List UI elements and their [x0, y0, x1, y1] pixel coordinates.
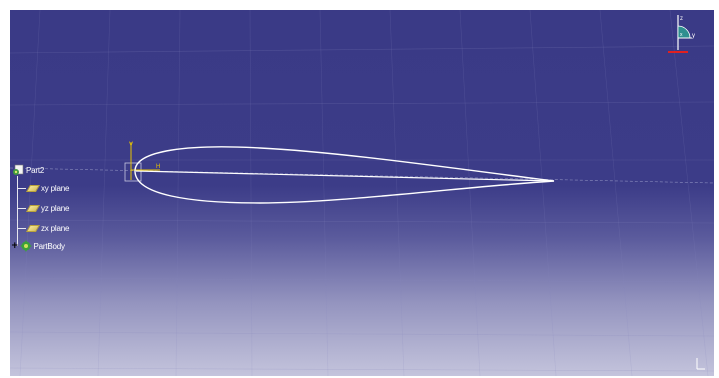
tree-connector-1 [17, 188, 26, 189]
tree-item-label: zx plane [41, 223, 70, 233]
tree-item-xy-plane[interactable]: xy plane [25, 181, 70, 195]
chord-line[interactable] [135, 170, 555, 182]
plane-icon [25, 204, 41, 212]
tree-item-zx-plane[interactable]: zx plane [25, 221, 70, 235]
compass-icon[interactable]: z x y [664, 12, 696, 58]
compass-z-label: z [680, 16, 683, 22]
sketch-h-label: H [156, 164, 160, 170]
tree-item-partbody[interactable]: + PartBody [11, 239, 65, 253]
tree-root-part[interactable]: Part2 [12, 163, 44, 177]
sketch-axes [124, 142, 160, 182]
tree-root-label: Part2 [26, 165, 45, 175]
compass-y-label: y [692, 33, 695, 39]
3d-viewport[interactable]: V H Part2 xy plane yz plane [10, 10, 714, 376]
airfoil-profile[interactable] [134, 146, 555, 204]
partbody-icon [19, 240, 32, 252]
tree-item-label: xy plane [41, 183, 70, 193]
expand-plus-icon[interactable]: + [11, 241, 19, 251]
plane-icon [25, 184, 41, 192]
plane-icon [25, 224, 41, 232]
tree-item-yz-plane[interactable]: yz plane [25, 201, 70, 215]
part-icon [13, 164, 24, 175]
compass-x-label: x [680, 32, 683, 38]
tree-connector-2 [17, 208, 26, 209]
sketch-v-label: V [129, 142, 133, 148]
tree-connector-vertical [17, 176, 18, 246]
viewport-grid: V H [10, 10, 714, 376]
tree-connector-3 [17, 228, 26, 229]
tree-partbody-label: PartBody [33, 241, 66, 251]
axis-icon [696, 358, 705, 370]
reference-line [10, 167, 714, 184]
tree-item-label: yz plane [41, 203, 70, 213]
